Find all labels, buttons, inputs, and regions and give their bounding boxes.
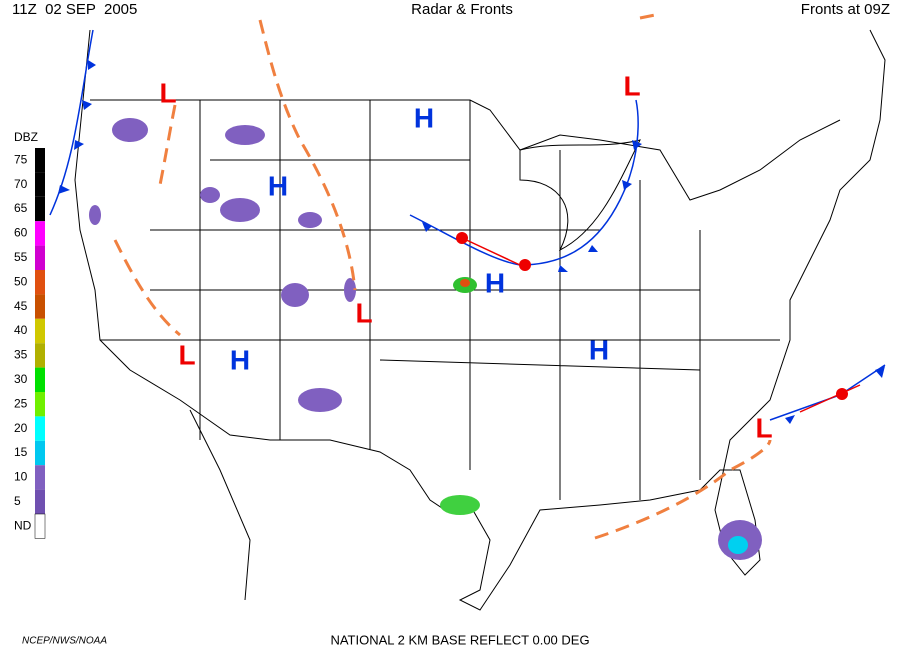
high-center: H <box>230 344 250 375</box>
legend-label: 10 <box>14 470 28 484</box>
legend-label: 15 <box>14 445 28 459</box>
low-center: L <box>178 339 195 370</box>
legend-swatch <box>35 489 45 514</box>
low-center: L <box>623 70 640 101</box>
legend-label: 25 <box>14 396 28 410</box>
legend-label: 50 <box>14 274 28 288</box>
footer-product: NATIONAL 2 KM BASE REFLECT 0.00 DEG <box>330 632 589 647</box>
legend-label: 60 <box>14 226 28 240</box>
legend-label: 30 <box>14 372 28 386</box>
legend-title: DBZ <box>14 130 38 144</box>
legend-label: 70 <box>14 177 28 191</box>
high-center: H <box>268 170 288 201</box>
legend-swatch <box>35 440 45 466</box>
legend-label: 55 <box>14 250 28 264</box>
legend: 75 70 65 60 55 50 45 40 35 30 25 20 15 10 5 ND <box>14 148 46 539</box>
legend-label: 35 <box>14 348 28 362</box>
legend-label: ND <box>14 518 32 532</box>
fronts <box>49 29 886 424</box>
legend-label: 75 <box>14 152 28 166</box>
legend-swatch <box>35 392 45 417</box>
high-center: H <box>485 267 505 298</box>
high-center: H <box>589 334 609 365</box>
header-title: Radar & Fronts <box>411 1 513 18</box>
low-center: L <box>755 412 772 443</box>
radar-echoes <box>89 118 762 560</box>
header-time: 11Z 02 SEP 2005 <box>12 1 137 18</box>
legend-label: 65 <box>14 201 28 215</box>
legend-swatch <box>35 318 45 344</box>
troughs <box>113 13 772 540</box>
header-fronts-time: Fronts at 09Z <box>801 1 890 18</box>
legend-swatch <box>35 196 45 222</box>
legend-swatch <box>35 221 45 246</box>
legend-swatch <box>34 513 46 539</box>
legend-swatch <box>35 367 45 392</box>
legend-label: 40 <box>14 323 28 337</box>
legend-swatch <box>35 270 45 295</box>
legend-label: 20 <box>14 421 28 435</box>
legend-label: 45 <box>14 299 28 313</box>
legend-swatch <box>35 343 45 368</box>
map-outline <box>74 29 886 611</box>
legend-swatch <box>35 465 45 490</box>
footer-source: NCEP/NWS/NOAA <box>22 636 107 647</box>
high-center: H <box>414 102 434 133</box>
legend-swatch <box>35 245 45 270</box>
legend-swatch <box>35 294 45 319</box>
pressure-centers: L H L H H L L H H L <box>159 70 772 443</box>
low-center: L <box>355 297 372 328</box>
legend-swatch <box>35 416 45 441</box>
legend-label: 5 <box>14 494 21 508</box>
low-center: L <box>159 77 176 108</box>
legend-swatch <box>35 172 45 197</box>
legend-swatch <box>35 148 45 173</box>
